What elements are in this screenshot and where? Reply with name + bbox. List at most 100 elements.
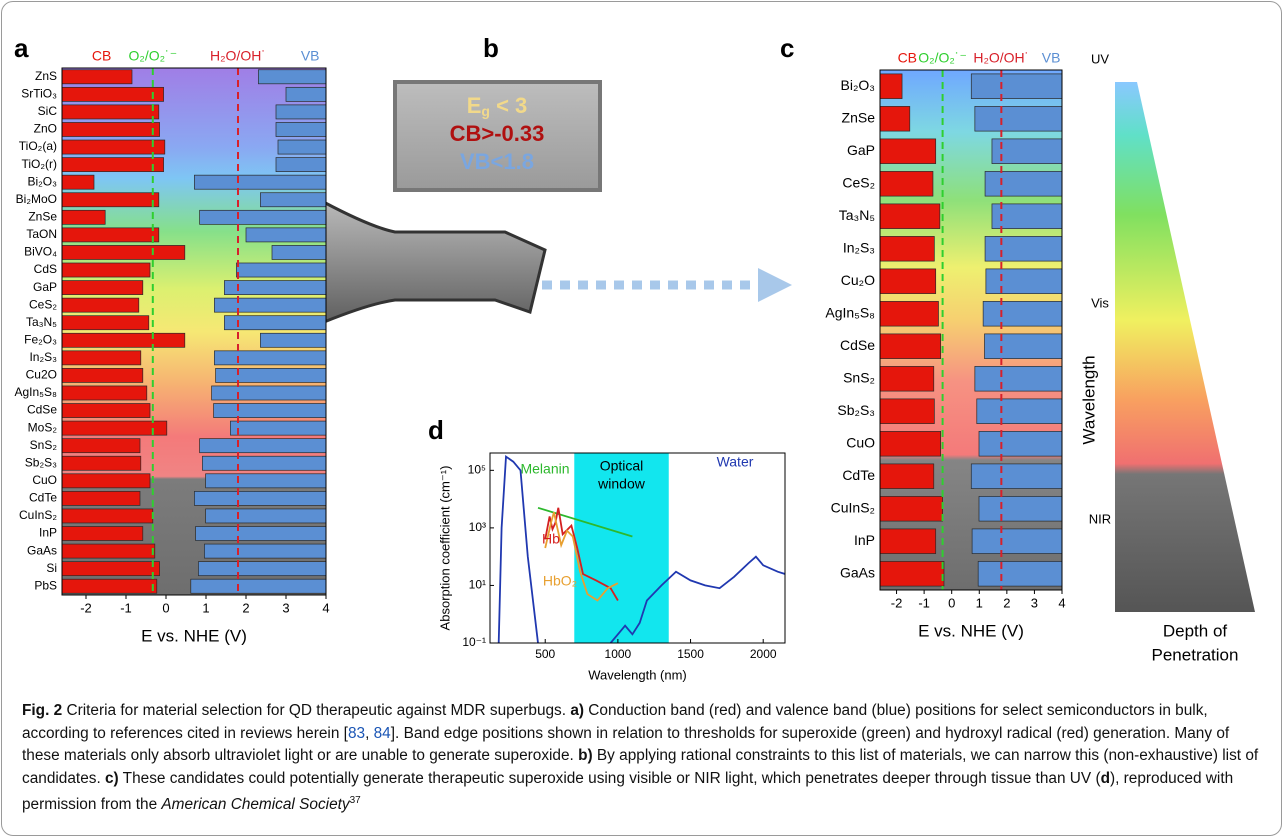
gap-subscript: g — [481, 103, 490, 119]
penetration-wedge — [1115, 82, 1255, 612]
category-label: SnS₂ — [843, 369, 875, 385]
caption-part: d — [1100, 769, 1110, 787]
series-line — [497, 454, 785, 643]
category-label: GaAs — [27, 543, 57, 557]
threshold-label: H₂O/OH˙ — [210, 48, 266, 64]
x-tick-label: 1 — [976, 595, 983, 610]
category-label: In₂S₃ — [843, 239, 875, 255]
caption-part: c) — [105, 769, 119, 787]
x-tick-label: 3 — [1031, 595, 1038, 610]
gap-criterion: Eg < 3 — [467, 93, 528, 119]
category-label: GaP — [847, 142, 875, 158]
x-tick-label: -2 — [80, 600, 92, 615]
caption-source: American Chemical Society — [161, 796, 350, 814]
legend-label: CB — [898, 50, 917, 66]
figure: b Eg < 3 CB>-0.33 VB<1.8 UV Vis NIR Wave… — [14, 33, 1255, 682]
category-label: BiVO₄ — [24, 245, 57, 259]
reference-link[interactable]: 84 — [373, 724, 391, 742]
vb-bar — [976, 398, 1063, 424]
cb-bar — [879, 138, 937, 164]
cb-bar — [61, 174, 95, 190]
series-label: Water — [717, 454, 754, 470]
plot-frame — [489, 452, 786, 644]
cb-bar — [61, 491, 141, 506]
vb-bar — [991, 138, 1063, 164]
figure-caption: Fig. 2 Criteria for material selection f… — [22, 700, 1264, 817]
cb-bar — [879, 171, 934, 197]
vb-bar — [199, 209, 327, 225]
cb-bar — [879, 268, 937, 294]
cb-bar — [61, 561, 160, 577]
vb-bar — [275, 157, 327, 172]
wavelength-scale: UV Vis NIR Wavelength Depth of Penetrati… — [1079, 51, 1255, 664]
vb-bar — [984, 333, 1063, 359]
vb-bar — [224, 315, 327, 331]
y-tick-label: 10⁵ — [468, 462, 486, 476]
cb-bar — [61, 227, 160, 243]
vb-bar — [213, 403, 327, 418]
gap-symbol: E — [467, 93, 482, 118]
cb-bar — [61, 438, 141, 454]
series-label: Hb — [542, 531, 560, 547]
category-label: TiO₂(a) — [19, 139, 57, 153]
vb-bar — [991, 203, 1063, 229]
reference-link[interactable]: 83 — [347, 724, 366, 742]
category-label: GaAs — [840, 564, 875, 580]
caption-text: Criteria for material selection for QD t… — [62, 702, 571, 719]
series-line — [544, 511, 619, 602]
vb-bar — [978, 496, 1063, 522]
x-tick-label: 2 — [1003, 595, 1010, 610]
cb-bar — [61, 420, 168, 436]
cb-bar — [61, 69, 133, 85]
vb-bar — [230, 420, 327, 436]
category-label: Sb₂S₃ — [837, 402, 875, 418]
category-label: InP — [39, 526, 57, 540]
vb-bar — [277, 139, 327, 155]
panel-letter: b — [483, 33, 499, 63]
band-label: NIR — [1089, 511, 1111, 526]
vb-bar — [260, 192, 327, 208]
x-tick-label: -2 — [891, 595, 903, 610]
category-label: Ta₃N₅ — [839, 207, 875, 223]
cb-bar — [879, 106, 911, 132]
optical-window — [574, 453, 669, 643]
vb-bar — [215, 368, 327, 383]
cb-bar — [879, 561, 945, 587]
band-label: UV — [1091, 51, 1109, 66]
category-label: SnS₂ — [30, 438, 58, 452]
vb-bar — [214, 350, 327, 366]
cb-bar — [61, 543, 156, 559]
cb-bar — [879, 301, 939, 327]
legend-label: VB — [1042, 50, 1061, 66]
legend-label: VB — [301, 48, 320, 64]
category-label: SiC — [38, 104, 58, 118]
vb-bar — [195, 526, 327, 541]
x-tick-label: 4 — [1058, 595, 1065, 610]
cb-bar — [61, 578, 158, 594]
cb-bar — [61, 315, 150, 331]
category-label: CdTe — [29, 491, 57, 505]
cb-criterion: CB>-0.33 — [450, 121, 545, 146]
cb-bar — [61, 473, 151, 489]
vb-bar — [194, 491, 327, 506]
cb-bar — [61, 104, 160, 120]
category-label: ZnSe — [842, 109, 876, 125]
window-label: Optical — [600, 458, 644, 474]
category-label: Bi₂O₃ — [841, 77, 875, 93]
category-label: PbS — [34, 578, 57, 592]
vb-bar — [202, 455, 327, 471]
vb-bar — [970, 73, 1063, 99]
depth-label: Depth of — [1163, 621, 1228, 640]
category-label: GaP — [33, 280, 57, 294]
cb-bar — [879, 236, 935, 262]
category-label: Sb₂S₃ — [25, 455, 57, 469]
vb-bar — [984, 171, 1063, 197]
category-label: CuO — [32, 473, 57, 487]
vb-bar — [258, 69, 327, 85]
cb-bar — [61, 526, 144, 541]
category-label: AgIn₅S₈ — [15, 385, 58, 399]
x-tick-label: 500 — [535, 647, 555, 661]
category-label: Si — [46, 561, 57, 575]
category-label: CdS — [34, 262, 57, 276]
